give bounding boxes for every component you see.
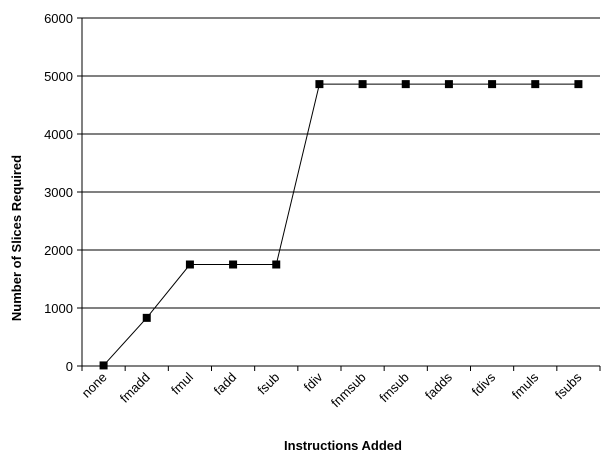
x-tick-label: fdivs xyxy=(469,369,499,399)
axes xyxy=(77,17,601,371)
series-line xyxy=(103,83,579,366)
data-point-marker xyxy=(488,80,497,89)
y-tick-label: 3000 xyxy=(44,185,73,200)
data-point-marker xyxy=(444,80,453,89)
series xyxy=(99,80,583,370)
x-tick-label: fmul xyxy=(168,369,196,397)
data-point-marker xyxy=(142,313,151,322)
y-tick-label: 0 xyxy=(66,359,73,374)
x-tick-label: fdiv xyxy=(301,369,326,394)
data-point-marker xyxy=(315,80,324,89)
x-tick-label: fmadd xyxy=(117,370,153,406)
x-tick-label: fmuls xyxy=(509,369,542,402)
x-tick-label: fsub xyxy=(254,370,282,398)
data-point-marker xyxy=(99,361,108,370)
data-point-marker xyxy=(574,80,583,89)
y-tick-label: 2000 xyxy=(44,243,73,258)
data-point-marker xyxy=(185,260,194,269)
x-axis-title: Instructions Added xyxy=(284,438,402,453)
x-tick-label: none xyxy=(79,370,110,401)
y-tick-label: 5000 xyxy=(44,69,73,84)
x-tick-labels: none fmadd fmul fadd fsub fdiv fnmsub fmsub fadd… xyxy=(79,369,585,410)
data-point-marker xyxy=(272,260,281,269)
x-tick-label: fadds xyxy=(422,369,455,402)
gridlines xyxy=(82,17,600,309)
x-tick-label: fsubs xyxy=(552,369,585,402)
data-point-marker xyxy=(229,260,238,269)
y-tick-label: 4000 xyxy=(44,127,73,142)
y-tick-label: 1000 xyxy=(44,301,73,316)
y-axis-title: Number of Slices Required xyxy=(9,155,24,321)
x-tick-label: fadd xyxy=(211,370,240,399)
x-tick-label: fmsub xyxy=(376,370,412,406)
y-tick-label: 6000 xyxy=(44,11,73,26)
data-point-marker xyxy=(358,80,367,89)
y-tick-labels: 0 1000 2000 3000 4000 5000 6000 xyxy=(44,11,73,374)
data-point-marker xyxy=(531,80,540,89)
x-tick-label: fnmsub xyxy=(328,370,369,411)
data-point-marker xyxy=(401,80,410,89)
